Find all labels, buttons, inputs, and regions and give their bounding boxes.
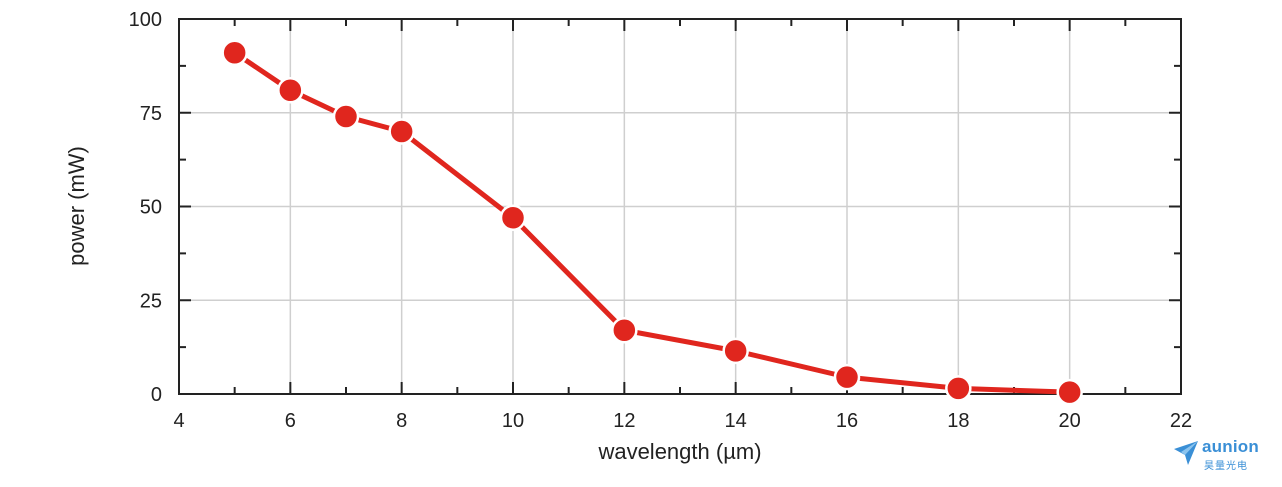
x-tick-label: 6 — [285, 410, 296, 432]
x-tick-label: 16 — [836, 410, 858, 432]
x-axis-title: wavelength (µm) — [597, 439, 761, 464]
x-tick-label: 14 — [725, 410, 747, 432]
data-point — [722, 337, 749, 365]
x-tick-label: 12 — [613, 410, 635, 432]
data-point — [332, 103, 360, 130]
y-tick-label: 25 — [140, 290, 162, 312]
x-tick-label: 4 — [173, 410, 184, 432]
x-tick-label: 20 — [1059, 410, 1081, 432]
series-line — [233, 50, 1070, 395]
x-tick-label: 8 — [396, 410, 407, 432]
x-tick-label: 18 — [947, 410, 969, 432]
y-axis-title: power (mW) — [64, 146, 89, 266]
data-point — [277, 77, 304, 104]
data-point — [221, 39, 248, 66]
x-tick-label: 10 — [502, 410, 524, 432]
x-tick-label: 22 — [1170, 410, 1192, 432]
y-tick-label: 100 — [129, 9, 162, 31]
logo-subtitle: 昊量光电 — [1204, 461, 1248, 472]
data-point — [499, 204, 527, 231]
y-tick-label: 75 — [140, 103, 162, 125]
y-tick-label: 0 — [151, 384, 162, 406]
brand-logo: aunion 昊量光电 — [1172, 437, 1272, 473]
data-point — [611, 317, 638, 344]
y-tick-label: 50 — [140, 197, 162, 219]
data-point — [945, 375, 972, 402]
logo-word: aunion — [1202, 437, 1259, 456]
data-point — [833, 363, 861, 391]
series-layer — [221, 39, 1083, 406]
paper-plane-icon — [1174, 441, 1198, 465]
plot-frame — [178, 18, 1182, 395]
data-point — [388, 118, 415, 145]
data-point — [1056, 378, 1083, 406]
grid — [179, 19, 1181, 394]
tick-labels: 4 6 8 10 12 14 16 18 20 22 0 25 50 75 100 — [129, 9, 1193, 432]
